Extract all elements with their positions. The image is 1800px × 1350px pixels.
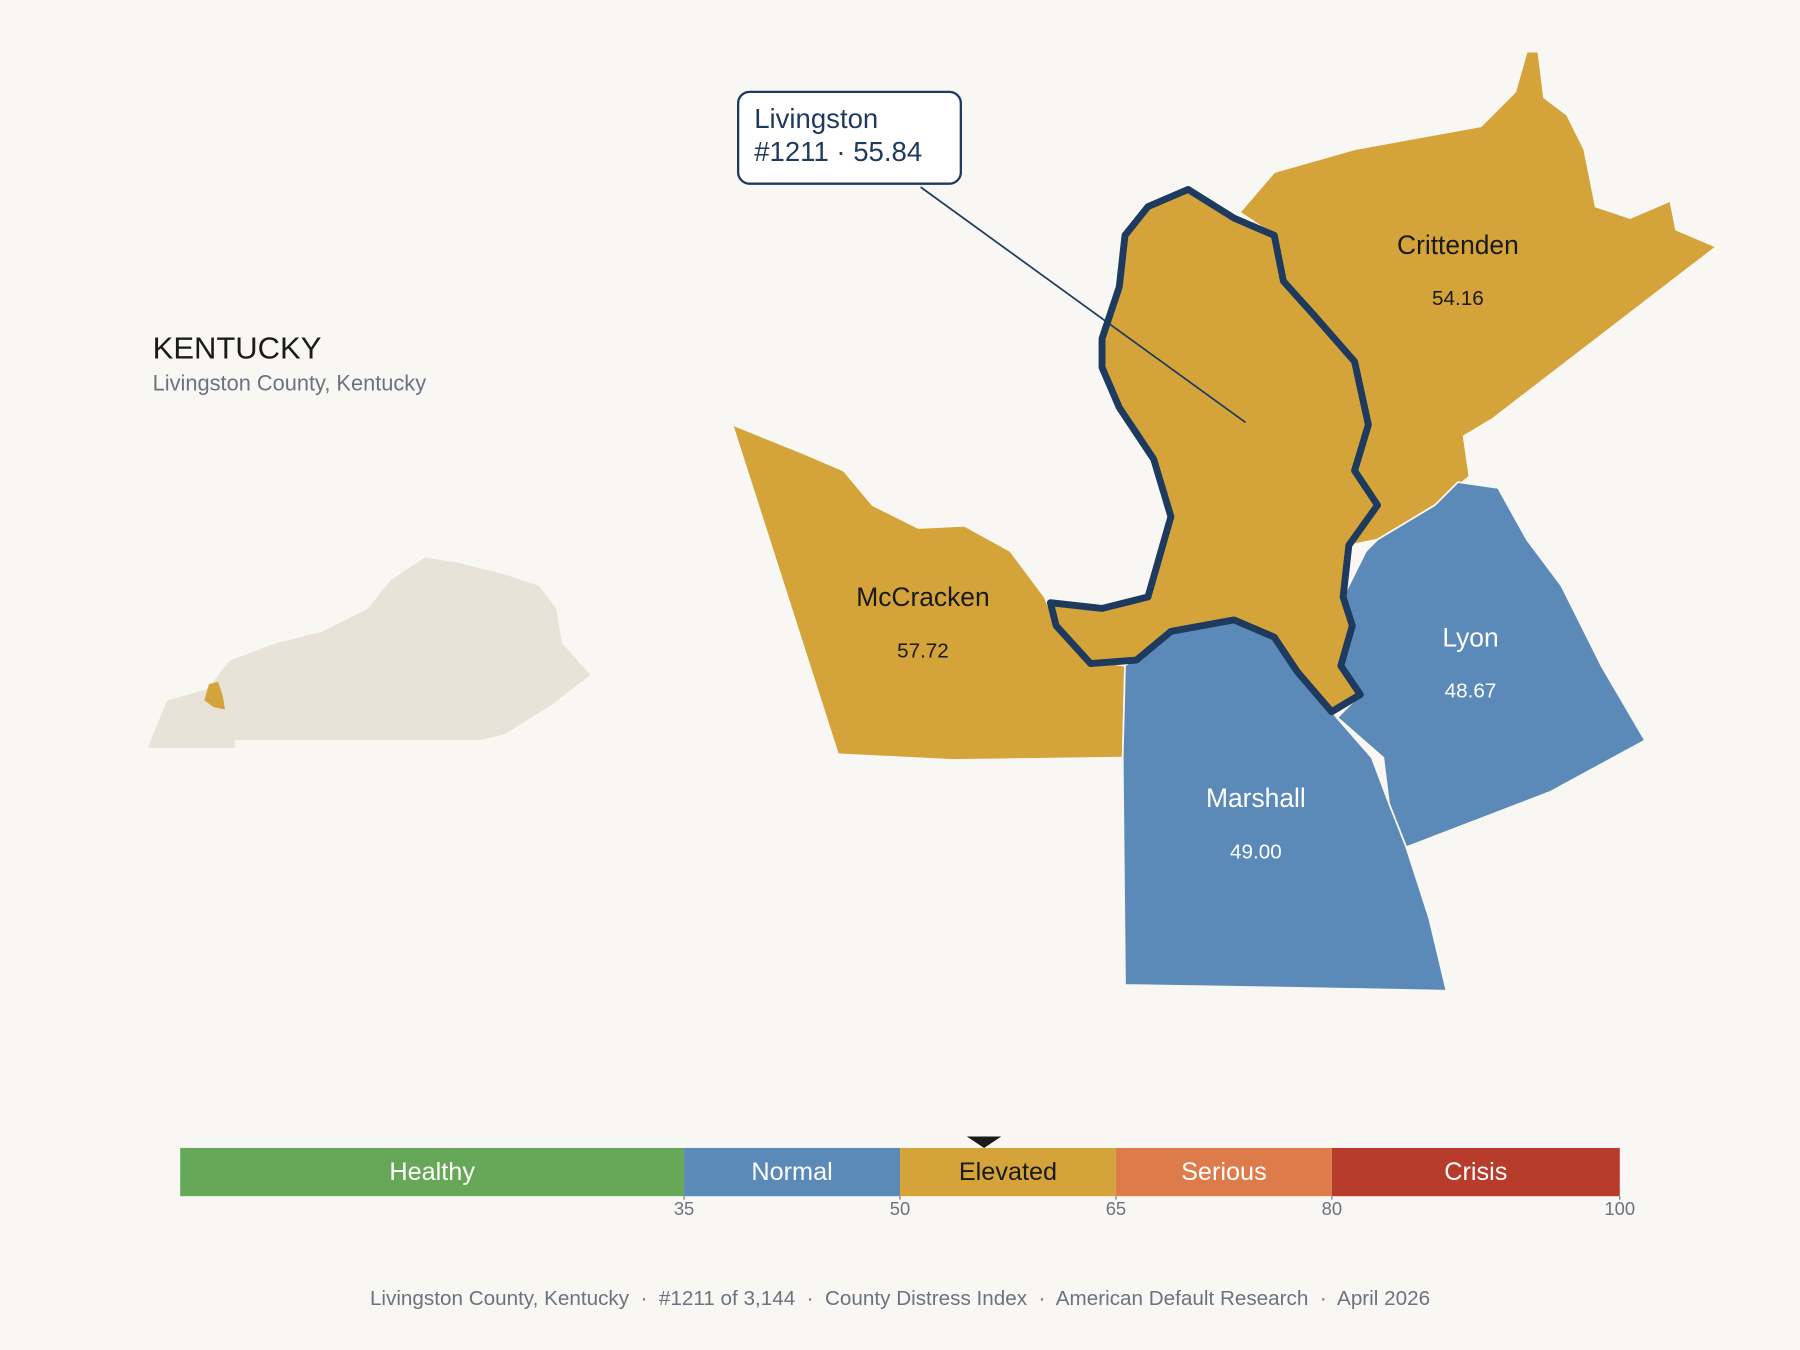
scale-tick-label: 35 (674, 1198, 694, 1219)
county-name: Crittenden (1397, 230, 1519, 260)
callout-leader (920, 186, 1247, 424)
scale-tick-label: 50 (890, 1198, 910, 1219)
county-name: Lyon (1442, 622, 1498, 652)
state-name: KENTUCKY (153, 330, 322, 365)
county-name: McCracken (856, 582, 989, 612)
scale-band-label: Serious (1181, 1158, 1267, 1186)
county-value: 48.67 (1445, 680, 1497, 703)
county-value: 54.16 (1432, 287, 1484, 310)
county-value: 57.72 (897, 639, 949, 662)
scale-band (180, 1147, 685, 1197)
scale-band (1115, 1147, 1332, 1197)
distress-scale: Healthy Normal Elevated Serious Crisis 35 50 65… (180, 1136, 1635, 1219)
state-subtitle: Livingston County, Kentucky (153, 370, 427, 395)
county-value: 49.00 (1230, 840, 1282, 863)
scale-band-label: Elevated (959, 1158, 1057, 1186)
county-shape[interactable] (1336, 481, 1647, 849)
scale-tick-label: 80 (1322, 1198, 1342, 1219)
callout-box (736, 90, 962, 185)
callout-detail: #1211 · 55.84 (754, 136, 922, 167)
callout-title: Livingston (754, 103, 878, 134)
scale-band (900, 1147, 1116, 1197)
footer: Livingston County, Kentucky · #1211 of 3… (370, 1287, 1430, 1310)
county-shape[interactable] (731, 423, 1126, 761)
state-outline (146, 556, 593, 750)
county-name: Marshall (1206, 783, 1306, 813)
scale-band-label: Crisis (1444, 1158, 1507, 1186)
scale-tick-label: 100 (1604, 1198, 1635, 1219)
scale-band-label: Healthy (389, 1158, 475, 1186)
score-marker (966, 1136, 1002, 1148)
scale-band (1331, 1147, 1620, 1197)
selected-county-mini (204, 681, 225, 710)
selected-county[interactable] (1046, 185, 1381, 716)
scale-band (684, 1147, 900, 1197)
scale-tick-label: 65 (1106, 1198, 1126, 1219)
scale-band-label: Normal (751, 1158, 832, 1186)
